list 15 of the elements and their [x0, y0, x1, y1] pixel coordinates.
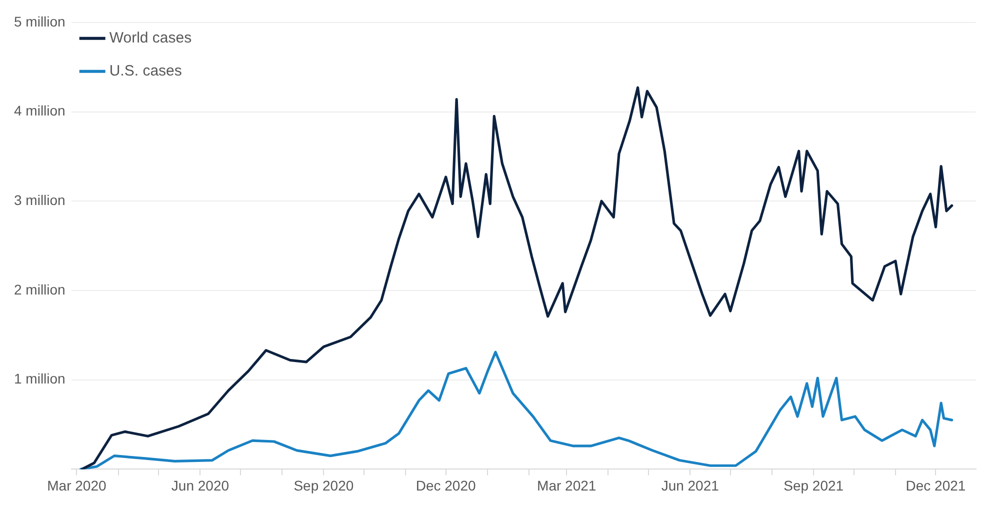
x-tick-label: Dec 2020	[416, 477, 476, 494]
x-tick-label: Mar 2021	[537, 477, 596, 494]
y-tick-label: 3 million	[14, 192, 66, 208]
y-tick-label: 4 million	[14, 102, 66, 119]
y-tick-label: 2 million	[14, 281, 66, 298]
x-tick-label: Jun 2020	[171, 477, 230, 494]
x-tick-label: Jun 2021	[661, 477, 720, 494]
x-tick-label: Sep 2020	[294, 477, 354, 494]
x-tick-label: Dec 2021	[906, 477, 966, 494]
y-tick-label: 5 million	[14, 13, 66, 30]
x-tick-label: Sep 2021	[784, 477, 844, 494]
x-tick-label: Mar 2020	[47, 477, 106, 494]
y-tick-label: 1 million	[14, 370, 66, 387]
legend-label: World cases	[109, 30, 192, 47]
legend-label: U.S. cases	[109, 62, 182, 80]
